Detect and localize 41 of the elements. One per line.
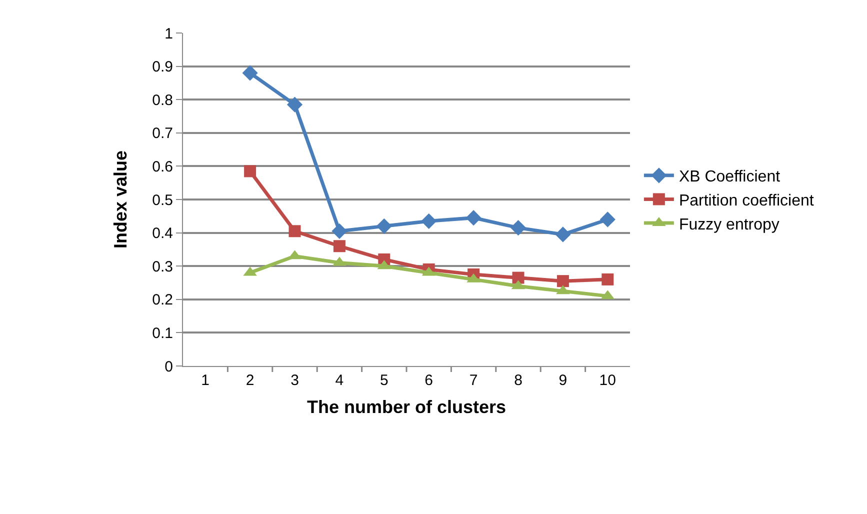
y-tick-label: 0 <box>164 358 173 376</box>
x-axis-title: The number of clusters <box>306 397 506 418</box>
y-tick-label: 0.8 <box>152 92 173 109</box>
point <box>602 273 614 286</box>
x-tick-label: 7 <box>469 372 478 389</box>
y-tick-label: 0.4 <box>152 225 173 242</box>
point <box>556 275 569 288</box>
point <box>466 210 482 226</box>
y-axis-title: Index value <box>110 150 130 249</box>
point <box>376 218 392 234</box>
y-tick-label: 0.1 <box>152 324 173 342</box>
legend-label: Fuzzy entropy <box>678 216 780 234</box>
point <box>288 225 301 238</box>
x-tick-label: 4 <box>335 372 344 389</box>
y-tick-label: 0.6 <box>152 158 173 176</box>
point <box>333 240 346 252</box>
point <box>242 65 258 81</box>
y-tick-label: 0.3 <box>152 258 173 276</box>
point <box>600 212 616 228</box>
y-tick-label: 0.2 <box>152 292 173 309</box>
x-tick-label: 10 <box>599 372 616 389</box>
x-tick-label: 5 <box>380 372 388 389</box>
point <box>512 272 524 284</box>
legend-label: Partition coefficient <box>678 192 814 210</box>
y-tick-label: 0.5 <box>152 192 173 209</box>
point <box>421 213 437 229</box>
y-tick-label: 0.7 <box>152 125 173 142</box>
x-tick-label: 2 <box>246 372 254 389</box>
x-tick-label: 1 <box>201 372 210 389</box>
point <box>332 223 348 239</box>
point <box>555 226 571 242</box>
y-tick-label: 1 <box>164 25 173 42</box>
point <box>510 220 526 236</box>
x-tick-label: 3 <box>290 372 299 389</box>
x-tick-label: 9 <box>558 372 568 389</box>
point <box>244 165 256 178</box>
point <box>286 96 303 112</box>
y-tick-label: 0.9 <box>152 58 173 76</box>
x-tick-label: 6 <box>424 372 434 389</box>
x-tick-label: 8 <box>514 372 522 389</box>
legend-label: XB Coefficient <box>678 168 781 186</box>
